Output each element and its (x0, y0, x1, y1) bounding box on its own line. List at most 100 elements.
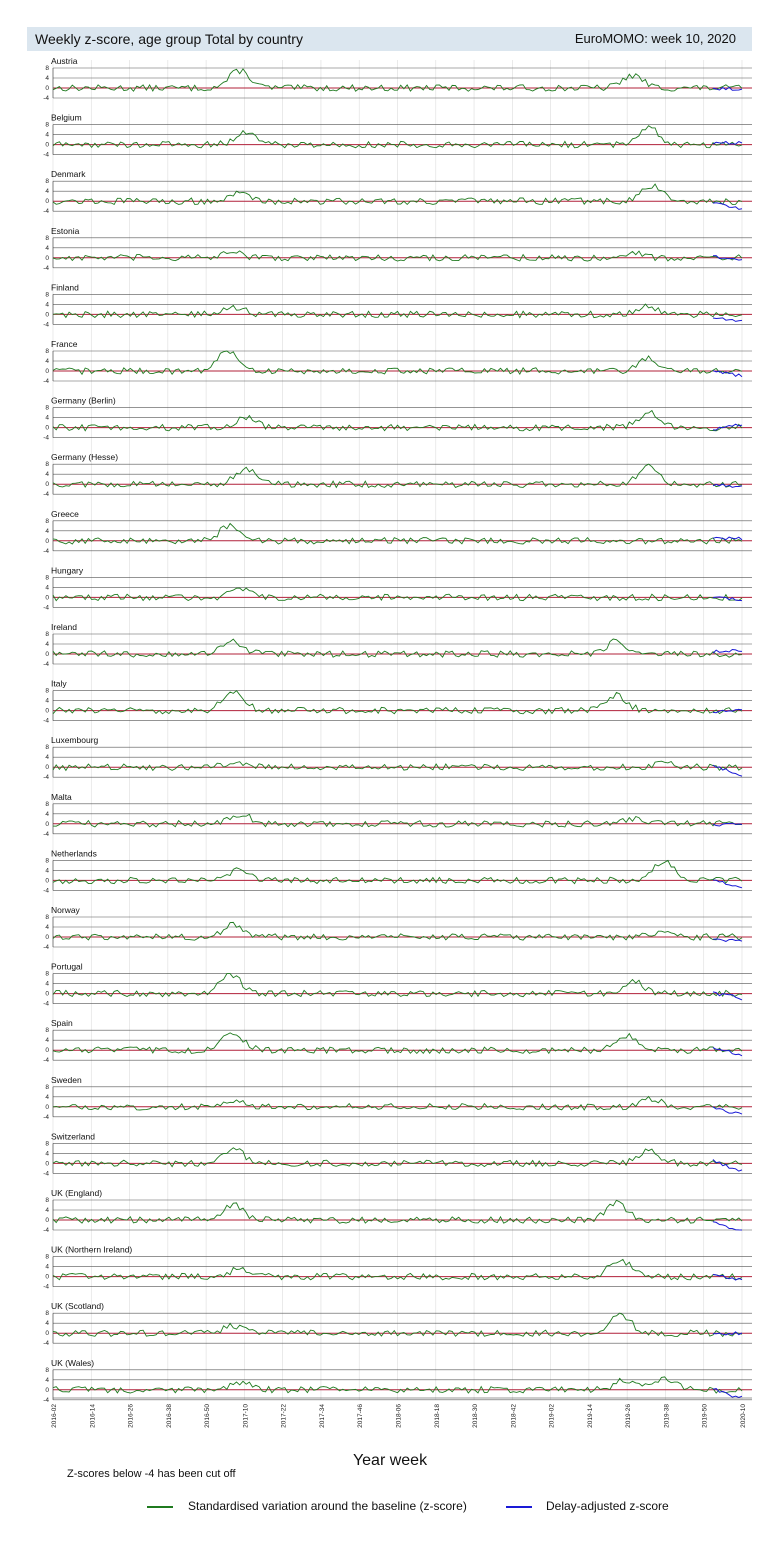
y-tick-label: 4 (45, 75, 49, 82)
y-tick-label: 0 (45, 594, 49, 601)
y-tick-label: 4 (45, 754, 49, 761)
panel: UK (England)8 4 0 -4 (43, 1188, 752, 1234)
panel-country-label: Germany (Hesse) (51, 452, 118, 462)
delay-adjusted-series-line (712, 255, 743, 261)
panel: Germany (Hesse)8 4 0 -4 (43, 452, 752, 498)
y-tick-label: 0 (45, 311, 49, 318)
panel-country-label: Greece (51, 509, 79, 519)
y-tick-label: 0 (45, 764, 49, 771)
y-tick-label: 8 (45, 914, 49, 921)
x-tick-label: 2018-30 (472, 1404, 479, 1428)
y-tick-label: -4 (43, 774, 49, 781)
y-tick-label: -4 (43, 887, 49, 894)
y-tick-label: 0 (45, 1274, 49, 1281)
y-tick-label: 4 (45, 924, 49, 931)
zscore-series-line (52, 1376, 743, 1394)
y-tick-label: 4 (45, 584, 49, 591)
delay-adjusted-series-line (712, 596, 743, 602)
y-tick-label: 8 (45, 801, 49, 808)
panel-country-label: Luxembourg (51, 735, 99, 745)
y-tick-label: 8 (45, 518, 49, 525)
delay-adjusted-series-line (712, 86, 743, 91)
x-tick-label: 2016-14 (89, 1404, 96, 1428)
y-tick-label: 4 (45, 528, 49, 535)
y-tick-label: -4 (43, 661, 49, 668)
y-tick-label: 8 (45, 631, 49, 638)
zscore-series-line (52, 68, 743, 92)
zscore-series-line (52, 250, 743, 262)
legend-zscore-swatch (147, 1506, 173, 1508)
panel-country-label: Belgium (51, 113, 82, 123)
panel-country-label: Netherlands (51, 848, 97, 858)
y-tick-label: -4 (43, 378, 49, 385)
y-tick-label: 0 (45, 198, 49, 205)
y-tick-label: 4 (45, 698, 49, 705)
y-tick-label: 8 (45, 1084, 49, 1091)
x-tick-label: 2018-42 (510, 1404, 517, 1428)
y-tick-label: 4 (45, 981, 49, 988)
y-tick-label: 8 (45, 348, 49, 355)
panel-country-label: Denmark (51, 169, 86, 179)
y-tick-label: 8 (45, 235, 49, 242)
y-tick-label: 4 (45, 245, 49, 252)
y-tick-label: 8 (45, 291, 49, 298)
panel-country-label: Hungary (51, 565, 84, 575)
y-tick-label: 4 (45, 811, 49, 818)
zscore-series-line (52, 638, 743, 658)
zscore-series-line (52, 1258, 743, 1281)
x-tick-label: 2019-14 (587, 1404, 594, 1428)
delay-adjusted-series-line (712, 879, 743, 889)
y-tick-label: 0 (45, 255, 49, 262)
y-tick-label: -4 (43, 944, 49, 951)
cutoff-note: Z-scores below -4 has been cut off (67, 1468, 236, 1480)
y-tick-label: 0 (45, 651, 49, 658)
y-tick-label: -4 (43, 1114, 49, 1121)
zscore-series-line (52, 859, 743, 885)
chart-header: Weekly z-score, age group Total by count… (27, 27, 752, 51)
y-tick-label: 0 (45, 708, 49, 715)
zscore-series-line (52, 587, 743, 602)
y-tick-label: 4 (45, 1207, 49, 1214)
chart-title: Weekly z-score, age group Total by count… (35, 31, 303, 47)
zscore-series-line (52, 1199, 743, 1224)
delay-adjusted-series-line (712, 1273, 743, 1281)
x-tick-label: 2018-18 (434, 1404, 441, 1428)
y-tick-label: 8 (45, 1027, 49, 1034)
x-tick-label: 2017-34 (319, 1404, 326, 1428)
y-tick-label: 4 (45, 301, 49, 308)
legend-zscore-label: Standardised variation around the baseli… (188, 1499, 467, 1513)
y-tick-label: -4 (43, 1340, 49, 1347)
delay-adjusted-series-line (712, 1159, 743, 1172)
zscore-series-line (52, 463, 743, 489)
y-tick-label: -4 (43, 1397, 49, 1404)
panel-country-label: Malta (51, 792, 72, 802)
panel-country-label: Spain (51, 1018, 73, 1028)
zscore-series-line (52, 1147, 743, 1168)
x-tick-label: 2016-02 (51, 1404, 58, 1428)
y-tick-label: 0 (45, 934, 49, 941)
y-tick-label: 0 (45, 1104, 49, 1111)
y-tick-label: 8 (45, 744, 49, 751)
y-tick-label: 8 (45, 688, 49, 695)
y-tick-label: 0 (45, 368, 49, 375)
y-tick-label: 0 (45, 85, 49, 92)
y-tick-label: 4 (45, 1264, 49, 1271)
y-tick-label: 4 (45, 358, 49, 365)
x-tick-label: 2019-02 (549, 1404, 556, 1428)
delay-adjusted-series-line (712, 370, 743, 378)
y-tick-label: 8 (45, 65, 49, 72)
panel-country-label: Estonia (51, 226, 80, 236)
panel-country-label: Switzerland (51, 1131, 95, 1141)
panel: UK (Wales)8 4 0 -4 (43, 1358, 752, 1404)
delay-adjusted-series-line (712, 822, 743, 827)
x-tick-label: 2017-22 (281, 1404, 288, 1428)
delay-adjusted-series-line (712, 536, 743, 541)
